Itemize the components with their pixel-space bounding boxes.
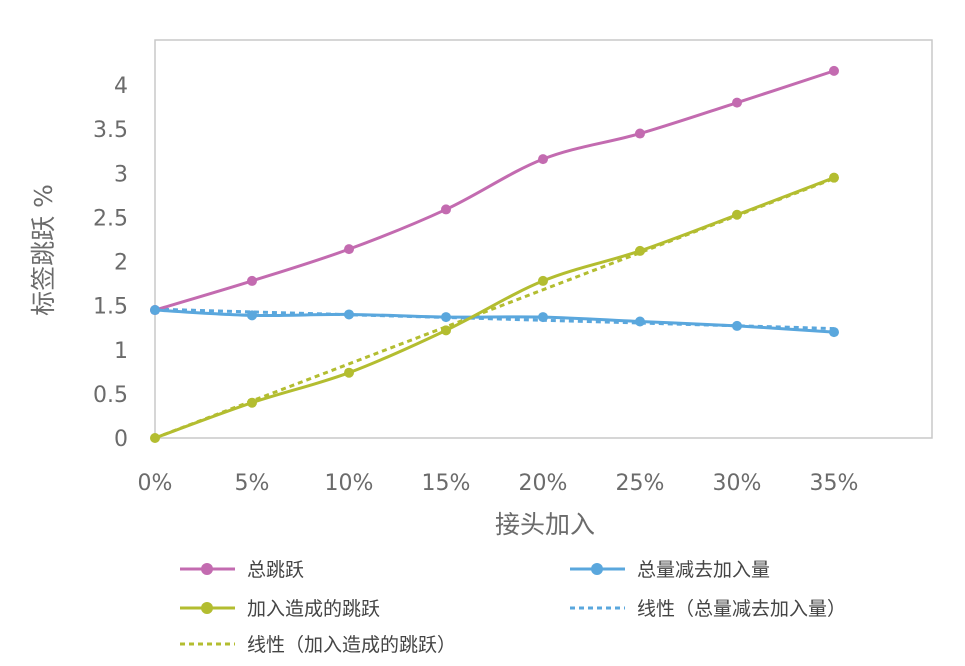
y-tick-label: 0 (114, 427, 128, 452)
y-tick-label: 0.5 (93, 383, 128, 408)
x-tick-label: 0% (138, 471, 173, 496)
series-1-point (441, 312, 451, 323)
series-2-point (441, 325, 451, 336)
series-0-point (247, 275, 257, 286)
plot-area (154, 39, 933, 439)
series-2-point (344, 367, 354, 378)
y-tick-label: 3.5 (93, 118, 128, 143)
x-tick-label: 15% (422, 471, 471, 496)
series-0-point (829, 65, 839, 76)
series-0-point (732, 97, 742, 108)
series-0-point (441, 204, 451, 215)
x-tick-label: 30% (713, 471, 762, 496)
x-axis-label: 接头加入 (495, 510, 595, 539)
legend-label: 总跳跃 (247, 559, 304, 581)
series-2-point (732, 209, 742, 220)
series-2-point (538, 275, 548, 286)
series-2-point (635, 245, 645, 256)
series-2-point (150, 433, 160, 443)
series-0-point (635, 128, 645, 139)
legend-marker (591, 563, 603, 575)
y-tick-label: 3 (114, 162, 128, 187)
series-1-point (829, 327, 839, 338)
x-tick-label: 35% (810, 471, 859, 496)
series-2-point (829, 172, 839, 183)
series-1-point (635, 316, 645, 327)
legend-marker (201, 602, 213, 614)
legend-label: 线性（加入造成的跳跃） (247, 634, 456, 656)
series-2-point (247, 397, 257, 408)
y-tick-label: 4 (114, 74, 128, 99)
y-tick-label: 1.5 (93, 295, 128, 320)
y-tick-label: 2.5 (93, 206, 128, 231)
x-tick-label: 5% (235, 471, 270, 496)
series-1-point (150, 305, 160, 316)
legend-label: 总量减去加入量 (637, 559, 770, 581)
series-1-point (247, 310, 257, 321)
legend-label: 加入造成的跳跃 (247, 598, 380, 620)
legend-marker (201, 563, 213, 575)
series-1-point (538, 312, 548, 323)
y-axis-label: 标签跳跃 % (29, 184, 58, 316)
series-0-point (344, 244, 354, 255)
x-tick-label: 10% (325, 471, 374, 496)
series-1-line (154, 308, 835, 334)
x-tick-label: 25% (616, 471, 665, 496)
x-tick-label: 20% (519, 471, 568, 496)
series-0-line (154, 69, 835, 312)
series-1-point (344, 309, 354, 320)
series-2-line (154, 176, 835, 440)
series-1-point (732, 320, 742, 331)
y-tick-label: 1 (114, 339, 128, 364)
legend-label: 线性（总量减去加入量） (637, 598, 846, 620)
series-0-point (538, 154, 548, 165)
y-tick-label: 2 (114, 251, 128, 276)
